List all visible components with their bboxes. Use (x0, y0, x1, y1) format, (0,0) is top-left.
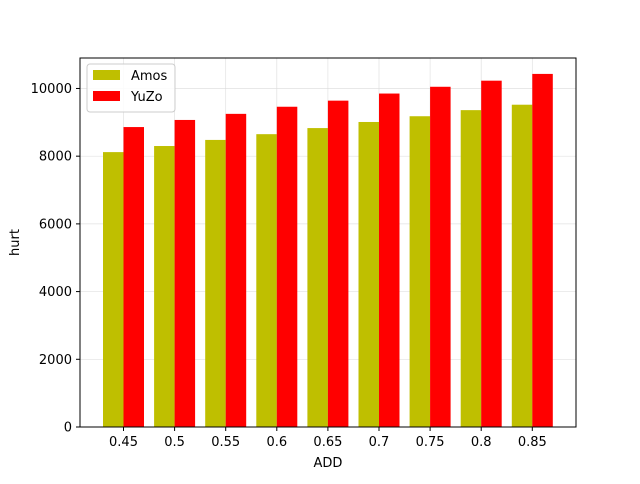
bar-amos (409, 116, 431, 427)
x-tick-label: 0.85 (518, 435, 547, 450)
bar-amos (511, 104, 533, 427)
bar-yuzo (430, 86, 451, 427)
y-tick-label: 4000 (39, 285, 72, 300)
legend-label-yuzo: YuZo (130, 90, 163, 105)
y-axis: 0 2000 4000 6000 8000 10000 (31, 82, 80, 436)
x-axis-label: ADD (314, 456, 343, 471)
y-axis-label: hurt (8, 229, 23, 256)
legend-swatch-yuzo (93, 91, 120, 101)
x-tick-label: 0.55 (211, 435, 240, 450)
bar-yuzo (532, 73, 553, 427)
bar-yuzo (379, 93, 400, 427)
x-tick-label: 0.7 (369, 435, 390, 450)
bar-yuzo (174, 119, 196, 427)
y-tick-label: 6000 (39, 217, 72, 232)
bar-amos (205, 139, 226, 427)
x-axis: 0.45 0.5 0.55 0.6 0.65 0.7 0.75 0.8 0.85 (109, 427, 547, 450)
bar-yuzo (481, 80, 502, 428)
bar-yuzo (276, 106, 298, 427)
y-tick-label: 2000 (39, 353, 72, 368)
bar-amos (460, 110, 482, 427)
bar-amos (154, 146, 175, 427)
x-tick-label: 0.65 (313, 435, 342, 450)
x-tick-label: 0.45 (109, 435, 138, 450)
x-tick-label: 0.6 (266, 435, 287, 450)
legend-label-amos: Amos (131, 69, 168, 84)
y-tick-label: 0 (64, 421, 72, 436)
x-tick-label: 0.75 (416, 435, 445, 450)
x-tick-label: 0.5 (164, 435, 185, 450)
x-tick-label: 0.8 (471, 435, 492, 450)
bar-yuzo (225, 113, 247, 428)
bar-yuzo (123, 127, 144, 427)
bar-amos (307, 128, 328, 427)
bar-amos (103, 152, 124, 427)
bar-yuzo (327, 100, 349, 428)
legend: Amos YuZo (86, 63, 176, 113)
legend-swatch-amos (93, 70, 120, 80)
bar-amos (358, 121, 379, 427)
y-tick-label: 10000 (31, 82, 72, 97)
y-tick-label: 8000 (39, 150, 72, 165)
bar-amos (256, 134, 277, 427)
bars (103, 73, 553, 428)
